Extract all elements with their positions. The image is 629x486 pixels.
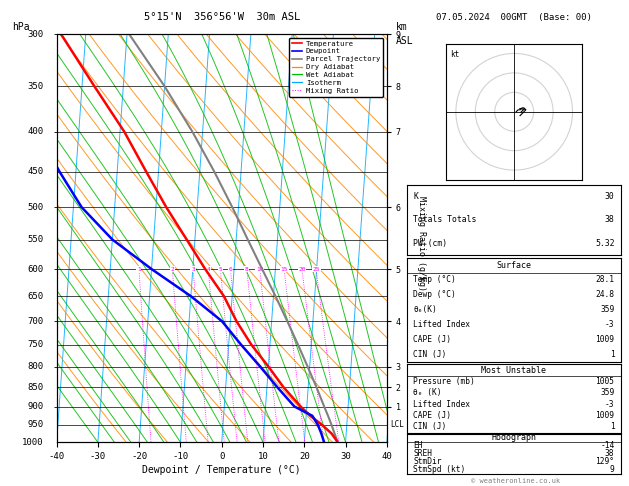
Text: 950: 950 (27, 420, 43, 429)
Text: 28.1: 28.1 (596, 276, 615, 284)
Text: 1005: 1005 (596, 377, 615, 386)
Text: Temp (°C): Temp (°C) (413, 276, 456, 284)
Text: 38: 38 (605, 450, 615, 458)
Text: 5: 5 (218, 266, 222, 272)
Text: 800: 800 (27, 362, 43, 371)
Text: 4: 4 (206, 266, 210, 272)
Text: LCL: LCL (390, 420, 404, 429)
Text: CAPE (J): CAPE (J) (413, 411, 452, 420)
Text: PW (cm): PW (cm) (413, 239, 447, 248)
Text: 600: 600 (27, 264, 43, 274)
Text: 700: 700 (27, 317, 43, 326)
Text: 20: 20 (298, 266, 306, 272)
Text: 07.05.2024  00GMT  (Base: 00): 07.05.2024 00GMT (Base: 00) (437, 13, 592, 22)
Text: 550: 550 (27, 235, 43, 244)
Text: Hodograph: Hodograph (491, 434, 537, 442)
Text: θₑ (K): θₑ (K) (413, 388, 442, 398)
Text: 24.8: 24.8 (596, 291, 615, 299)
Text: CIN (J): CIN (J) (413, 422, 447, 432)
Text: 3: 3 (191, 266, 195, 272)
Text: 359: 359 (600, 388, 615, 398)
Text: 650: 650 (27, 292, 43, 301)
X-axis label: Dewpoint / Temperature (°C): Dewpoint / Temperature (°C) (142, 465, 301, 475)
Text: Pressure (mb): Pressure (mb) (413, 377, 475, 386)
Text: 5°15'N  356°56'W  30m ASL: 5°15'N 356°56'W 30m ASL (143, 12, 300, 22)
Text: Lifted Index: Lifted Index (413, 399, 470, 409)
Text: hPa: hPa (13, 21, 30, 32)
Text: 129°: 129° (596, 457, 615, 467)
Text: 1000: 1000 (22, 438, 43, 447)
Text: 8: 8 (245, 266, 248, 272)
Text: kt: kt (450, 50, 459, 59)
Text: -14: -14 (600, 441, 615, 451)
Text: Totals Totals: Totals Totals (413, 215, 477, 225)
Text: km: km (396, 21, 408, 32)
Text: 6: 6 (228, 266, 232, 272)
Text: Surface: Surface (496, 260, 532, 270)
Text: 1: 1 (137, 266, 141, 272)
Text: 1: 1 (610, 422, 615, 432)
Text: 38: 38 (604, 215, 615, 225)
Text: © weatheronline.co.uk: © weatheronline.co.uk (471, 478, 560, 484)
Text: 359: 359 (600, 305, 615, 314)
Text: EH: EH (413, 441, 423, 451)
Text: 450: 450 (27, 167, 43, 176)
Text: StmDir: StmDir (413, 457, 442, 467)
Text: Dewp (°C): Dewp (°C) (413, 291, 456, 299)
Text: 1: 1 (610, 350, 615, 359)
Text: 9: 9 (610, 466, 615, 474)
Text: 400: 400 (27, 127, 43, 136)
Text: θₑ(K): θₑ(K) (413, 305, 437, 314)
Text: 350: 350 (27, 82, 43, 91)
Text: Most Unstable: Most Unstable (481, 365, 547, 375)
Text: 2: 2 (170, 266, 174, 272)
Text: 500: 500 (27, 203, 43, 212)
Text: CAPE (J): CAPE (J) (413, 335, 452, 344)
Text: Mixing Ratio (g/kg): Mixing Ratio (g/kg) (417, 195, 426, 291)
Text: 850: 850 (27, 382, 43, 392)
Text: Lifted Index: Lifted Index (413, 320, 470, 329)
Legend: Temperature, Dewpoint, Parcel Trajectory, Dry Adiabat, Wet Adiabat, Isotherm, Mi: Temperature, Dewpoint, Parcel Trajectory… (289, 37, 383, 97)
Text: 10: 10 (256, 266, 264, 272)
Text: -3: -3 (605, 399, 615, 409)
Text: StmSpd (kt): StmSpd (kt) (413, 466, 465, 474)
Text: 900: 900 (27, 402, 43, 411)
Text: 1009: 1009 (596, 411, 615, 420)
Text: 300: 300 (27, 30, 43, 38)
Text: CIN (J): CIN (J) (413, 350, 447, 359)
Text: 30: 30 (604, 192, 615, 201)
Text: 25: 25 (313, 266, 320, 272)
Text: 1009: 1009 (596, 335, 615, 344)
Text: K: K (413, 192, 418, 201)
Text: ASL: ASL (396, 36, 414, 46)
Text: SREH: SREH (413, 450, 432, 458)
Text: 5.32: 5.32 (595, 239, 615, 248)
Text: 15: 15 (281, 266, 288, 272)
Text: 750: 750 (27, 340, 43, 349)
Text: -3: -3 (605, 320, 615, 329)
